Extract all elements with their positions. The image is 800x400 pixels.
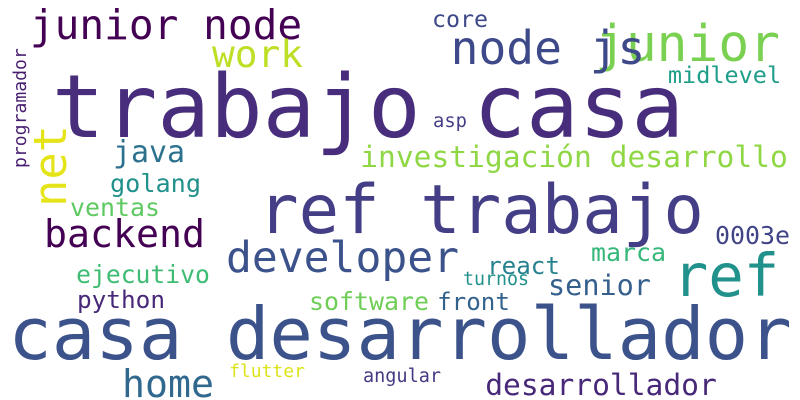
word: 0003e [715, 221, 790, 251]
word: ejecutivo [76, 259, 210, 289]
word: ref trabajo [258, 171, 704, 250]
word: midlevel [667, 61, 782, 90]
word: ventas [70, 192, 160, 222]
word: senior [548, 268, 651, 302]
word: flutter [229, 360, 305, 382]
word: golang [110, 169, 201, 199]
word: programador [9, 48, 31, 168]
word: work [211, 32, 304, 77]
word: net [24, 125, 78, 207]
word: node js [450, 20, 646, 75]
word: front [437, 287, 510, 316]
word: developer [226, 232, 459, 283]
word: trabajo casa [51, 56, 685, 159]
word: casa desarrollador [8, 292, 792, 377]
word: backend [44, 212, 205, 257]
word: react [487, 252, 560, 281]
word: desarrollador [485, 368, 717, 400]
word: investigación desarrollo [360, 140, 788, 175]
word: junior [595, 14, 780, 75]
word: python [76, 284, 166, 314]
word: home [122, 362, 214, 400]
word: software [309, 287, 429, 317]
word: junior node [29, 0, 303, 49]
word: core [431, 6, 489, 34]
word: asp [433, 110, 467, 132]
word: java [113, 135, 185, 171]
word: marca [591, 238, 666, 268]
word: turnos [462, 269, 530, 291]
word: ref [672, 240, 780, 310]
word: angular [363, 366, 441, 388]
